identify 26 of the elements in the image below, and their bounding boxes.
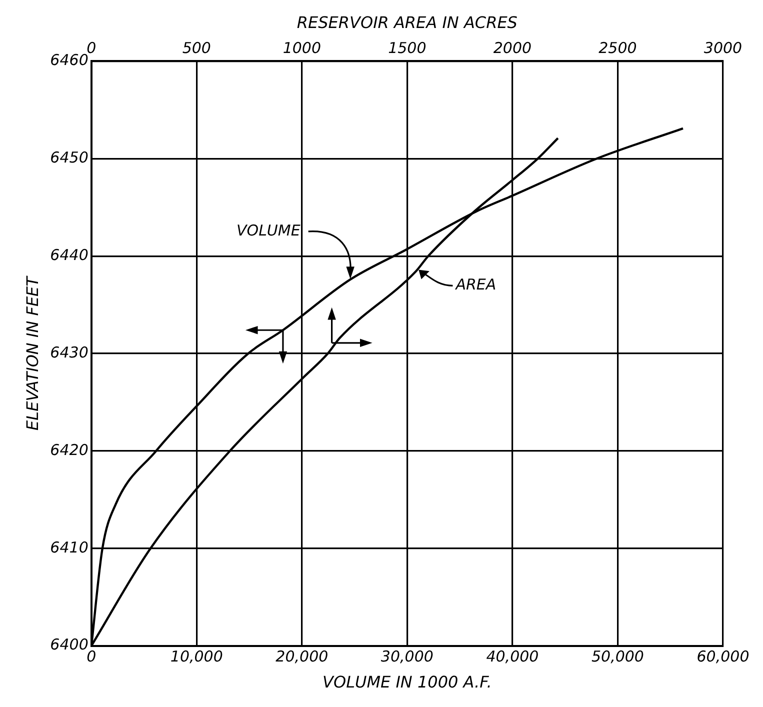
x-tick-label: 50,000 [591,648,644,666]
x2-tick-label: 1000 [282,39,322,58]
x2-tick-label: 3000 [704,39,742,58]
x-tick-label: 0 [86,648,96,666]
y-tick-label: 6420 [50,440,88,459]
annotation: VOLUME [236,221,301,240]
annotation: AREA [454,276,496,294]
x-tick-label: 40,000 [486,648,539,666]
y-tick-label: 6440 [50,246,88,264]
y-tick-label: 6460 [50,51,88,70]
x-tick-label: 30,000 [380,648,434,666]
x-tick-label: 10,000 [170,648,223,666]
y-tick-label: 6450 [50,148,88,167]
x2-tick-label: 0 [86,39,96,58]
x-tick-label: 60,000 [696,648,750,666]
x2-tick-label: 2500 [598,39,637,58]
x-tick-label: 20,000 [276,648,328,666]
x-axis-title: VOLUME IN 1000 A.F. [322,672,492,692]
y-tick-label: 6430 [50,343,88,362]
y-tick-label: 6400 [50,636,88,654]
x2-tick-label: 1500 [388,39,426,58]
y-tick-label: 6410 [50,538,88,556]
y-axis-title: ELEVATION IN FEET [22,275,42,430]
x2-tick-label: 2000 [493,39,532,58]
x2-axis-title: RESERVOIR AREA IN ACRES [296,12,518,32]
x2-tick-label: 500 [182,39,211,58]
